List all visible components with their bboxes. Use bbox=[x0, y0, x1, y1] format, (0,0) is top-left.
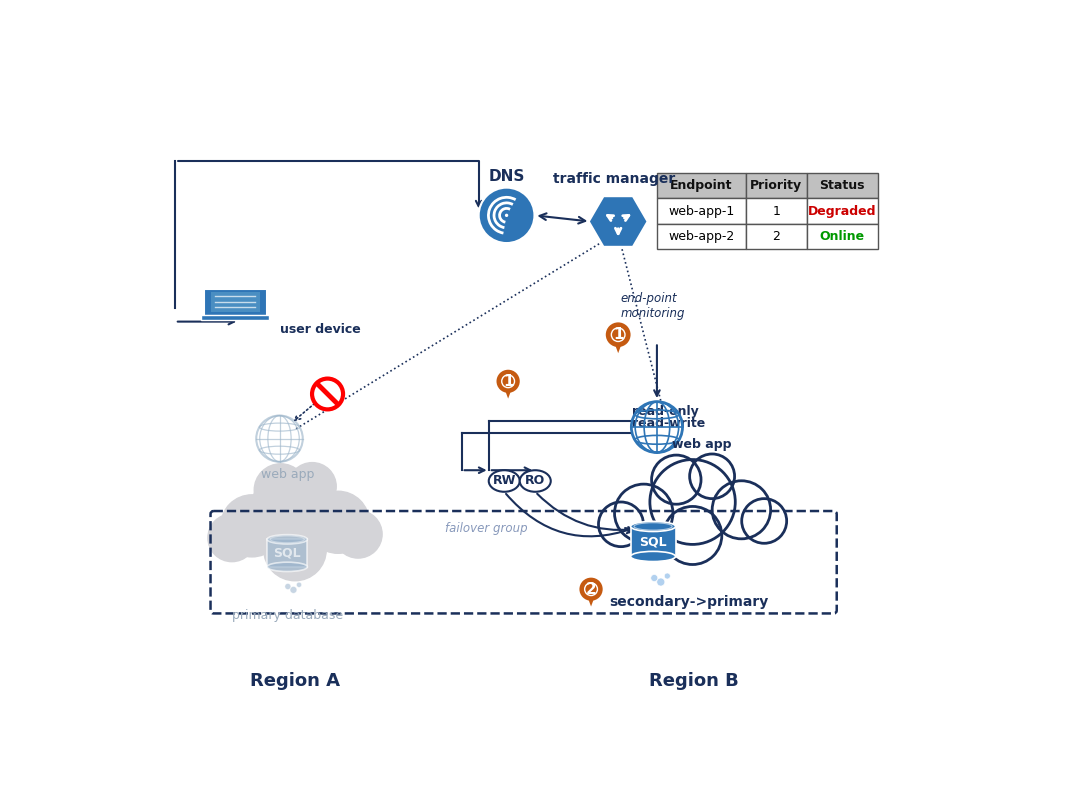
Circle shape bbox=[479, 188, 535, 243]
Circle shape bbox=[307, 491, 369, 554]
Polygon shape bbox=[502, 382, 514, 398]
Text: Region A: Region A bbox=[250, 672, 340, 690]
Text: 2: 2 bbox=[586, 582, 597, 597]
Circle shape bbox=[585, 583, 598, 595]
Text: read-write: read-write bbox=[632, 417, 706, 430]
Circle shape bbox=[599, 502, 644, 546]
FancyBboxPatch shape bbox=[210, 292, 260, 312]
Circle shape bbox=[712, 481, 771, 539]
Polygon shape bbox=[611, 334, 625, 353]
Text: read-only: read-only bbox=[632, 405, 699, 418]
Circle shape bbox=[614, 484, 673, 542]
Polygon shape bbox=[589, 196, 648, 247]
Text: DNS: DNS bbox=[488, 170, 525, 184]
FancyBboxPatch shape bbox=[807, 224, 878, 250]
Circle shape bbox=[254, 464, 307, 516]
FancyBboxPatch shape bbox=[657, 198, 746, 224]
Text: web-app-1: web-app-1 bbox=[669, 205, 735, 218]
Text: Online: Online bbox=[820, 230, 865, 243]
Circle shape bbox=[579, 578, 602, 601]
Ellipse shape bbox=[631, 551, 675, 562]
FancyBboxPatch shape bbox=[267, 539, 307, 567]
Text: traffic manager: traffic manager bbox=[553, 172, 675, 186]
Text: secondary->primary: secondary->primary bbox=[609, 595, 768, 609]
Text: 2: 2 bbox=[772, 230, 780, 243]
Text: Priority: Priority bbox=[750, 179, 803, 192]
Circle shape bbox=[289, 462, 337, 510]
FancyBboxPatch shape bbox=[807, 198, 878, 224]
Text: Degraded: Degraded bbox=[808, 205, 877, 218]
Circle shape bbox=[296, 582, 302, 587]
FancyBboxPatch shape bbox=[201, 315, 269, 320]
Circle shape bbox=[651, 455, 701, 504]
Circle shape bbox=[221, 495, 283, 557]
Circle shape bbox=[650, 459, 735, 545]
Circle shape bbox=[497, 370, 519, 393]
Ellipse shape bbox=[631, 522, 675, 531]
Circle shape bbox=[651, 574, 658, 582]
Circle shape bbox=[657, 578, 664, 586]
FancyBboxPatch shape bbox=[807, 173, 878, 198]
FancyBboxPatch shape bbox=[746, 173, 807, 198]
Polygon shape bbox=[585, 589, 598, 606]
Text: web app: web app bbox=[672, 438, 732, 450]
Ellipse shape bbox=[267, 534, 307, 544]
Text: 1: 1 bbox=[613, 327, 623, 342]
Text: RW: RW bbox=[492, 474, 516, 487]
FancyBboxPatch shape bbox=[746, 224, 807, 250]
Text: 1: 1 bbox=[503, 374, 513, 389]
Text: web app: web app bbox=[260, 467, 314, 481]
FancyBboxPatch shape bbox=[657, 173, 746, 198]
Text: user device: user device bbox=[280, 323, 362, 336]
Text: primary database: primary database bbox=[232, 610, 343, 622]
Text: Region B: Region B bbox=[649, 672, 739, 690]
Text: Endpoint: Endpoint bbox=[670, 179, 733, 192]
Circle shape bbox=[742, 498, 786, 543]
Circle shape bbox=[249, 469, 341, 559]
Circle shape bbox=[689, 454, 735, 498]
Circle shape bbox=[611, 328, 625, 342]
Ellipse shape bbox=[519, 470, 551, 492]
Text: end-point
monitoring: end-point monitoring bbox=[621, 292, 685, 320]
Circle shape bbox=[334, 510, 382, 558]
Text: RO: RO bbox=[525, 474, 546, 487]
Circle shape bbox=[663, 506, 722, 565]
Text: SQL: SQL bbox=[639, 535, 666, 548]
Circle shape bbox=[285, 583, 291, 590]
Circle shape bbox=[664, 573, 671, 579]
Circle shape bbox=[208, 514, 256, 562]
Circle shape bbox=[313, 378, 343, 410]
Ellipse shape bbox=[489, 470, 519, 492]
Circle shape bbox=[505, 214, 509, 217]
Text: 1: 1 bbox=[772, 205, 780, 218]
Circle shape bbox=[264, 518, 327, 581]
Circle shape bbox=[502, 375, 514, 388]
Text: SQL: SQL bbox=[273, 547, 301, 560]
Text: Status: Status bbox=[819, 179, 865, 192]
Text: web-app-2: web-app-2 bbox=[669, 230, 735, 243]
FancyBboxPatch shape bbox=[657, 224, 746, 250]
Ellipse shape bbox=[267, 562, 307, 571]
FancyBboxPatch shape bbox=[746, 198, 807, 224]
Circle shape bbox=[290, 586, 297, 594]
FancyBboxPatch shape bbox=[631, 526, 675, 557]
Text: failover group: failover group bbox=[445, 522, 528, 535]
Circle shape bbox=[605, 322, 631, 347]
FancyBboxPatch shape bbox=[204, 290, 267, 316]
